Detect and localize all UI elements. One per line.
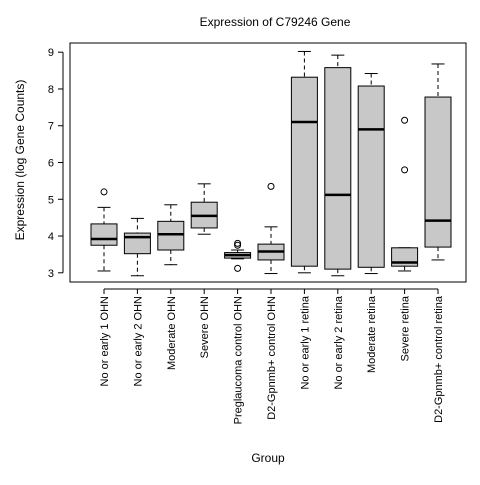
boxes (90, 50, 452, 277)
y-tick-label: 9 (48, 47, 54, 59)
x-tick-label: D2-Gpnmb+ control OHN (266, 296, 278, 420)
box-iqr (357, 85, 385, 268)
y-tick-label: 3 (48, 268, 54, 280)
x-tick-label: No or early 2 retina (333, 295, 345, 389)
box-group (123, 217, 151, 277)
outlier-point (401, 166, 409, 174)
x-tick-label: D2-Gpnmb+ control retina (433, 295, 445, 423)
y-tick-label: 5 (48, 194, 54, 206)
x-axis-label: Group (251, 451, 285, 465)
box-group (391, 116, 419, 272)
x-tick-label: No or early 1 OHN (99, 296, 111, 387)
box-iqr (424, 96, 452, 248)
box-group (290, 50, 318, 274)
y-tick-label: 4 (48, 231, 54, 243)
x-tick-label: Preglaucoma control OHN (233, 296, 245, 424)
y-tick-label: 6 (48, 158, 54, 170)
x-tick-label: Severe OHN (199, 296, 211, 358)
x-tick-label: No or early 2 OHN (132, 296, 144, 387)
box-group (424, 63, 452, 261)
box-group (357, 73, 385, 275)
y-axis: 3 4 5 6 7 8 9 (48, 47, 64, 280)
outlier-point (234, 264, 242, 272)
outlier-point (234, 239, 242, 247)
x-tick-label: Moderate OHN (166, 296, 178, 370)
x-tick-label: Moderate retina (366, 295, 378, 373)
box-iqr (324, 67, 352, 270)
box-group (224, 239, 252, 272)
y-tick-label: 8 (48, 84, 54, 96)
box-group (157, 204, 185, 266)
box-group (324, 54, 352, 277)
outlier-point (234, 241, 242, 249)
box-group (190, 183, 218, 235)
outlier-point (100, 188, 108, 196)
y-axis-label: Expression (log Gene Counts) (13, 80, 27, 241)
box-iqr (90, 223, 118, 246)
x-tick-label: Severe retina (400, 295, 412, 361)
outlier-point (401, 116, 409, 124)
box-iqr (290, 76, 318, 267)
y-tick-label: 7 (48, 121, 54, 133)
box-group (90, 188, 118, 272)
plot-frame (69, 42, 467, 283)
chart-title: Expression of C79246 Gene (200, 15, 351, 29)
outlier-point (267, 182, 275, 190)
x-axis: No or early 1 OHN No or early 2 OHN Modera… (99, 288, 445, 424)
box-group (257, 182, 285, 275)
box-iqr (157, 220, 185, 251)
x-tick-label: No or early 1 retina (299, 295, 311, 389)
